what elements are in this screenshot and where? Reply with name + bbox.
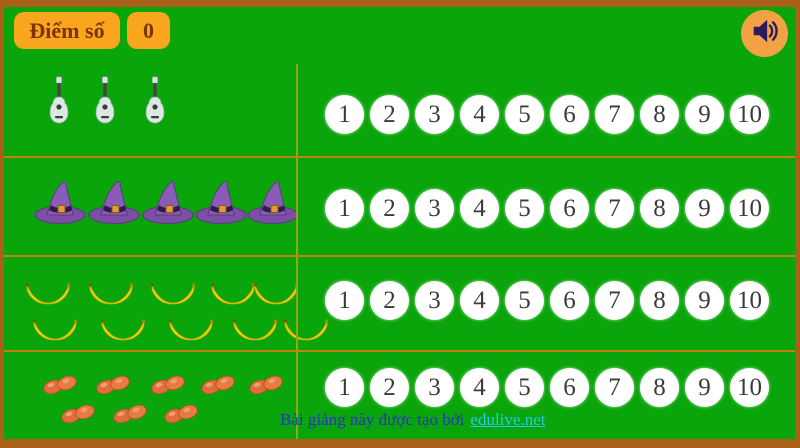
peanut-icon <box>163 403 199 430</box>
score-panel: Điểm số 0 <box>14 12 170 49</box>
guitars-number-choices: 1 2 3 4 5 6 7 8 9 10 <box>325 95 769 134</box>
number-button-9[interactable]: 9 <box>685 95 724 134</box>
banana-icon <box>100 318 146 349</box>
audio-button[interactable] <box>741 10 788 57</box>
number-button-2[interactable]: 2 <box>370 281 409 320</box>
witch-hats-objects-area <box>0 158 299 255</box>
number-button-1[interactable]: 1 <box>325 189 364 228</box>
row-guitars: 1 2 3 4 5 6 7 8 9 10 <box>0 70 795 156</box>
number-button-5[interactable]: 5 <box>505 95 544 134</box>
number-button-7[interactable]: 7 <box>595 281 634 320</box>
number-button-8[interactable]: 8 <box>640 95 679 134</box>
number-button-8[interactable]: 8 <box>640 189 679 228</box>
row-bananas: 1 2 3 4 5 6 7 8 9 10 <box>0 257 795 350</box>
guitar-icon <box>94 76 116 131</box>
witch-hat-icon <box>142 180 194 229</box>
number-button-3[interactable]: 3 <box>415 281 454 320</box>
speaker-icon <box>751 17 779 50</box>
witch-hat-icon <box>247 180 299 229</box>
number-button-1[interactable]: 1 <box>325 281 364 320</box>
number-button-4[interactable]: 4 <box>460 95 499 134</box>
banana-icon <box>283 318 329 349</box>
number-button-5[interactable]: 5 <box>505 281 544 320</box>
credit-link[interactable]: edulive.net <box>470 410 546 429</box>
number-button-3[interactable]: 3 <box>415 368 454 407</box>
banana-icon <box>88 282 134 313</box>
peanut-icon <box>60 403 96 430</box>
peanut-icon <box>150 374 186 401</box>
guitars-objects-area <box>0 70 296 156</box>
number-button-10[interactable]: 10 <box>730 95 769 134</box>
number-button-2[interactable]: 2 <box>370 189 409 228</box>
frame-border-right <box>795 0 800 448</box>
number-button-6[interactable]: 6 <box>550 368 589 407</box>
number-button-2[interactable]: 2 <box>370 368 409 407</box>
peanut-icon <box>95 374 131 401</box>
column-divider <box>296 64 298 439</box>
number-button-1[interactable]: 1 <box>325 368 364 407</box>
number-button-4[interactable]: 4 <box>460 189 499 228</box>
number-button-8[interactable]: 8 <box>640 368 679 407</box>
number-button-2[interactable]: 2 <box>370 95 409 134</box>
banana-icon <box>253 282 299 313</box>
peanut-icon <box>248 374 284 401</box>
frame-border-top <box>0 0 800 7</box>
banana-icon <box>168 318 214 349</box>
number-button-3[interactable]: 3 <box>415 95 454 134</box>
number-button-4[interactable]: 4 <box>460 368 499 407</box>
number-button-7[interactable]: 7 <box>595 368 634 407</box>
peanut-icon <box>42 374 78 401</box>
banana-icon <box>32 318 78 349</box>
number-button-8[interactable]: 8 <box>640 281 679 320</box>
peanuts-number-choices: 1 2 3 4 5 6 7 8 9 10 <box>325 368 769 407</box>
number-button-4[interactable]: 4 <box>460 281 499 320</box>
credit-text: Bài giảng này được tạo bởi edulive.net <box>280 410 545 430</box>
row-divider-1 <box>4 156 795 158</box>
number-button-9[interactable]: 9 <box>685 281 724 320</box>
number-button-1[interactable]: 1 <box>325 95 364 134</box>
witch-hat-icon <box>195 180 247 229</box>
number-button-3[interactable]: 3 <box>415 189 454 228</box>
number-button-7[interactable]: 7 <box>595 95 634 134</box>
guitar-icon <box>48 76 70 131</box>
peanut-icon <box>200 374 236 401</box>
number-button-10[interactable]: 10 <box>730 189 769 228</box>
number-button-6[interactable]: 6 <box>550 281 589 320</box>
peanut-icon <box>112 403 148 430</box>
number-button-5[interactable]: 5 <box>505 189 544 228</box>
row-peanuts: 1 2 3 4 5 6 7 8 9 10 <box>0 352 795 439</box>
frame-border-bottom <box>0 439 800 448</box>
number-button-9[interactable]: 9 <box>685 189 724 228</box>
number-button-9[interactable]: 9 <box>685 368 724 407</box>
banana-icon <box>210 282 256 313</box>
score-value: 0 <box>127 12 170 49</box>
number-button-5[interactable]: 5 <box>505 368 544 407</box>
banana-icon <box>150 282 196 313</box>
number-button-10[interactable]: 10 <box>730 368 769 407</box>
row-witch-hats: 1 2 3 4 5 6 7 8 9 10 <box>0 158 795 255</box>
credit-label: Bài giảng này được tạo bởi <box>280 410 465 429</box>
guitar-icon <box>144 76 166 131</box>
peanuts-objects-area <box>0 352 296 439</box>
frame-border-left <box>0 0 4 448</box>
banana-icon <box>25 282 71 313</box>
number-button-6[interactable]: 6 <box>550 189 589 228</box>
number-button-7[interactable]: 7 <box>595 189 634 228</box>
number-button-6[interactable]: 6 <box>550 95 589 134</box>
witch-hat-icon <box>88 180 140 229</box>
number-button-10[interactable]: 10 <box>730 281 769 320</box>
witch-hat-icon <box>34 180 86 229</box>
banana-icon <box>232 318 278 349</box>
bananas-number-choices: 1 2 3 4 5 6 7 8 9 10 <box>325 281 769 320</box>
row-divider-3 <box>4 350 795 352</box>
bananas-objects-area <box>0 257 329 350</box>
row-divider-2 <box>4 255 795 257</box>
witch-hats-number-choices: 1 2 3 4 5 6 7 8 9 10 <box>325 189 769 228</box>
score-label: Điểm số <box>14 12 120 49</box>
